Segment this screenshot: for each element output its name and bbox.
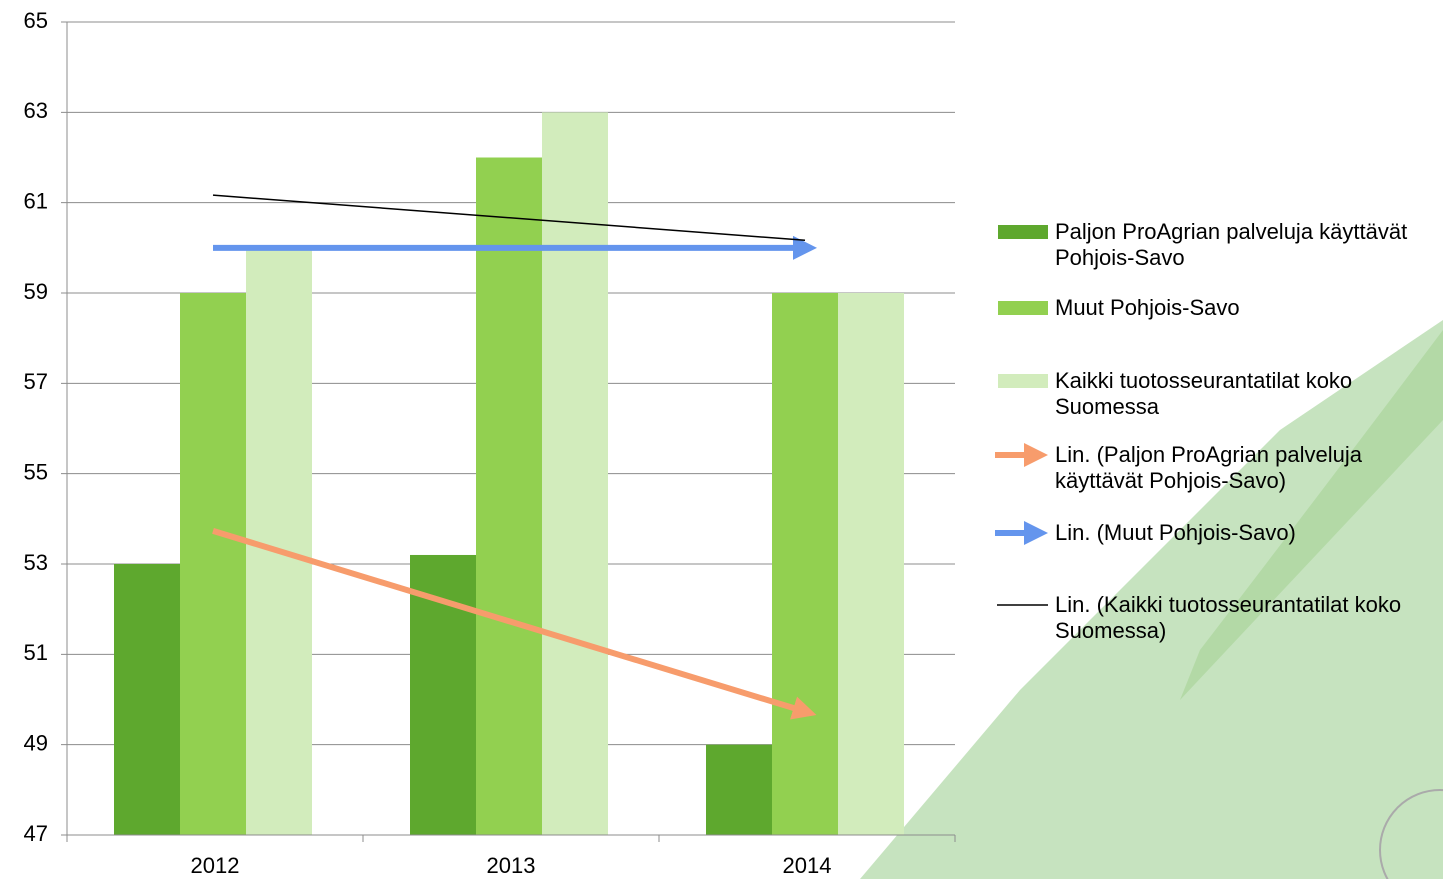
legend-label: Muut Pohjois-Savo: [1055, 295, 1240, 320]
bar: [772, 293, 838, 835]
y-tick-label: 49: [24, 730, 48, 755]
trendline: [212, 528, 817, 720]
legend-label: Lin. (Kaikki tuotosseurantatilat koko Su…: [1055, 592, 1402, 643]
background-shape: [1180, 330, 1443, 700]
legend-label: Lin. (Muut Pohjois-Savo): [1055, 520, 1296, 545]
legend-swatch: [998, 374, 1048, 388]
bar: [180, 293, 246, 835]
bar: [542, 112, 608, 836]
x-tick-label: 2014: [783, 853, 832, 878]
bar: [706, 744, 772, 835]
y-tick-label: 61: [24, 188, 48, 213]
x-tick-label: 2013: [487, 853, 536, 878]
logo: [1379, 789, 1443, 879]
y-tick-label: 55: [24, 459, 48, 484]
bar: [114, 564, 180, 835]
trendline: [212, 194, 806, 242]
legend-label: Paljon ProAgrian palveluja käyttävät Poh…: [1055, 219, 1408, 270]
y-tick-label: 47: [24, 821, 48, 846]
x-tick-label: 2012: [191, 853, 240, 878]
legend-label: Lin. (Paljon ProAgrian palveluja käyttäv…: [1055, 442, 1362, 493]
background-shape: [860, 320, 1443, 879]
bar: [476, 157, 542, 835]
legend-swatch: [998, 225, 1048, 239]
y-tick-label: 63: [24, 98, 48, 123]
y-tick-label: 51: [24, 640, 48, 665]
legend-label: Kaikki tuotosseurantatilat koko Suomessa: [1055, 368, 1353, 419]
y-tick-label: 57: [24, 369, 48, 394]
y-tick-label: 59: [24, 279, 48, 304]
y-tick-label: 53: [24, 550, 48, 575]
bar: [838, 293, 904, 835]
legend-swatch: [998, 301, 1048, 315]
y-tick-label: 65: [24, 8, 48, 33]
